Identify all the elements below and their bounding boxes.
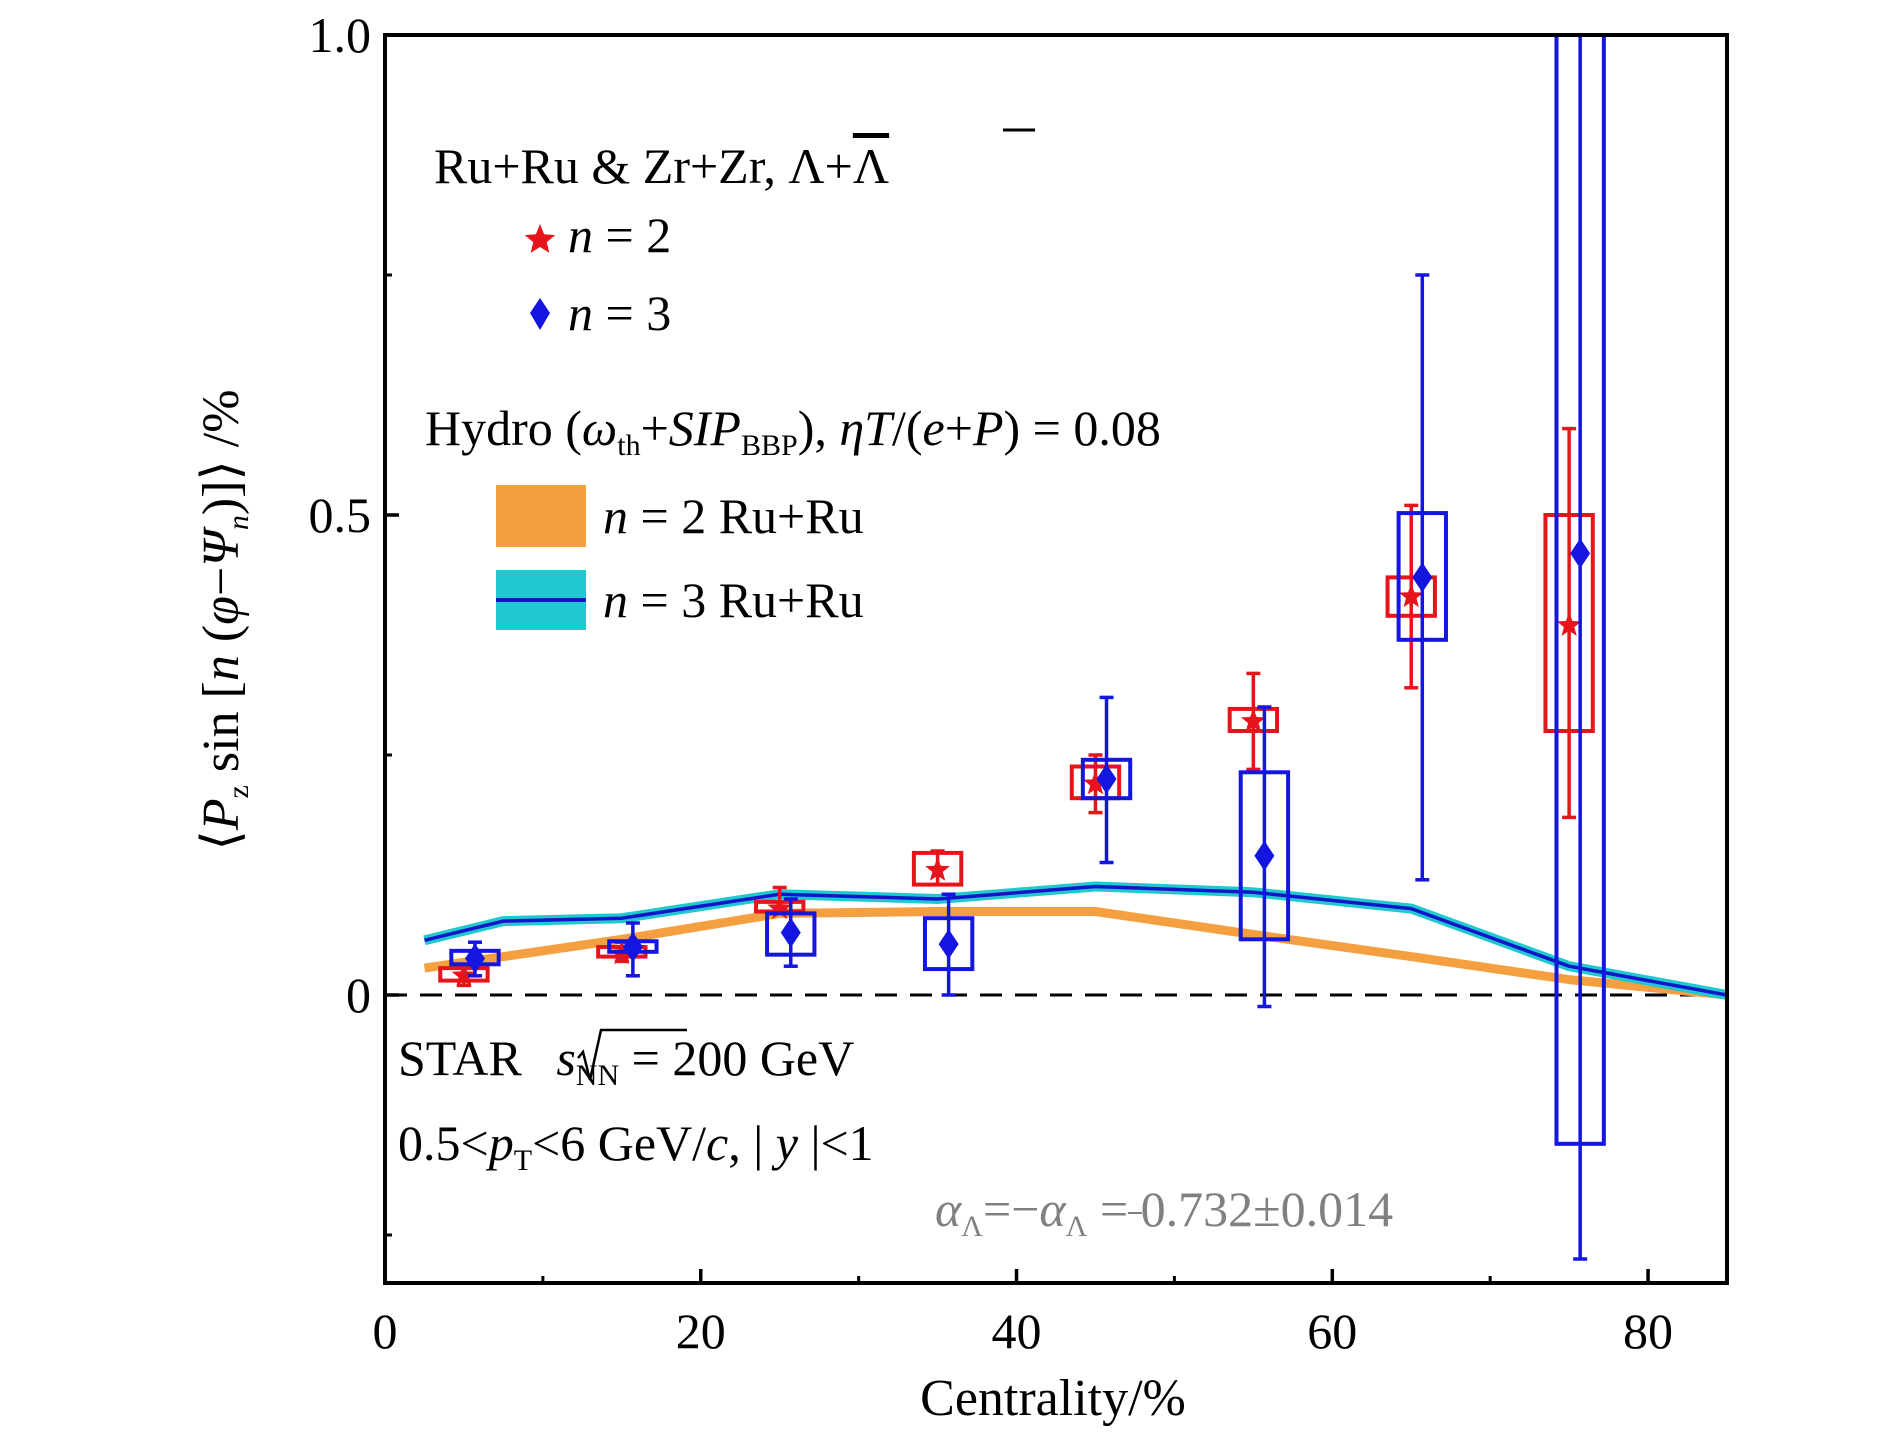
x-tick-label: 60 bbox=[1307, 1303, 1357, 1359]
star-marker bbox=[925, 857, 950, 881]
legend-data-header: Ru+Ru & Zr+Zr, Λ+Λ bbox=[434, 138, 889, 194]
legend-n3-entry: n = 3 bbox=[530, 285, 671, 341]
legend-hydro-n2-entry: n = 2 Ru+Ru bbox=[496, 485, 864, 547]
diamond-marker bbox=[1254, 840, 1275, 871]
legend-diamond-marker bbox=[530, 298, 550, 330]
legend-orange-band bbox=[496, 485, 586, 547]
svg-text:n = 2: n = 2 bbox=[568, 207, 671, 263]
sqrt-sign bbox=[577, 1028, 687, 1081]
x-tick-label: 20 bbox=[676, 1303, 726, 1359]
legend-hydro-n3-entry: n = 3 Ru+Ru bbox=[496, 570, 864, 630]
diamond-marker bbox=[464, 943, 485, 974]
x-tick-label: 80 bbox=[1623, 1303, 1673, 1359]
y-tick-label: 0.5 bbox=[309, 487, 372, 543]
lambda-bar-symbol: Λ bbox=[853, 138, 889, 194]
star-marker bbox=[1241, 708, 1266, 732]
y-tick-label: 0 bbox=[346, 967, 371, 1023]
star-marker bbox=[1556, 612, 1582, 636]
legend-n2-entry: n = 2 bbox=[524, 207, 671, 263]
x-tick-label: 40 bbox=[992, 1303, 1042, 1359]
star-marker bbox=[1083, 770, 1108, 795]
legend: Ru+Ru & Zr+Zr, Λ+Λ n = 2 n = 3 Hydro (ωt… bbox=[425, 128, 1161, 630]
plot-frame bbox=[383, 33, 1729, 1285]
svg-text:n = 2 Ru+Ru: n = 2 Ru+Ru bbox=[603, 488, 864, 544]
x-axis-title: Centrality/% bbox=[920, 1370, 1186, 1427]
star-energy-label: STAR sNN = 200 GeV bbox=[398, 1030, 854, 1092]
series-n3 bbox=[449, 35, 1606, 1261]
diamond-marker bbox=[780, 917, 801, 948]
svg-text:n = 3: n = 3 bbox=[568, 285, 671, 341]
diamond-marker bbox=[938, 929, 959, 960]
legend-hydro-header: Hydro (ωth+SIPBBP), ηT/(e+P) = 0.08 bbox=[425, 400, 1161, 462]
diamond-marker bbox=[622, 932, 643, 962]
ticks: 0 20 40 60 80 0 0.5 1.0 bbox=[309, 7, 1674, 1359]
series-n2 bbox=[438, 426, 1595, 988]
star-marker bbox=[767, 895, 793, 920]
diamond-marker bbox=[1570, 538, 1591, 569]
hydro-n2-band bbox=[423, 907, 1727, 1000]
x-tick-label: 0 bbox=[373, 1303, 398, 1359]
diamond-marker bbox=[1412, 562, 1433, 593]
legend-star-marker bbox=[524, 224, 556, 253]
star-marker bbox=[1398, 583, 1424, 608]
star-marker bbox=[451, 962, 477, 987]
kinematic-cuts-label: 0.5<pT<6 GeV/c, | y |<1 bbox=[398, 1115, 874, 1177]
axes bbox=[383, 33, 1729, 1285]
y-tick-label: 1.0 bbox=[309, 7, 372, 63]
hydro-n3-line bbox=[424, 884, 1727, 997]
alpha-decay-parameter-label: αΛ=−αΛ = 0.732±0.014 bbox=[935, 1181, 1393, 1243]
y-axis-title: ⟨Pz sin [n (φ−Ψn)]⟩ /% bbox=[193, 389, 255, 850]
diamond-marker bbox=[1096, 764, 1117, 794]
svg-text:n = 3 Ru+Ru: n = 3 Ru+Ru bbox=[603, 572, 864, 628]
annotations: STAR sNN = 200 GeV 0.5<pT<6 GeV/c, | y |… bbox=[398, 1028, 1393, 1243]
plot-area bbox=[385, 35, 1727, 1261]
